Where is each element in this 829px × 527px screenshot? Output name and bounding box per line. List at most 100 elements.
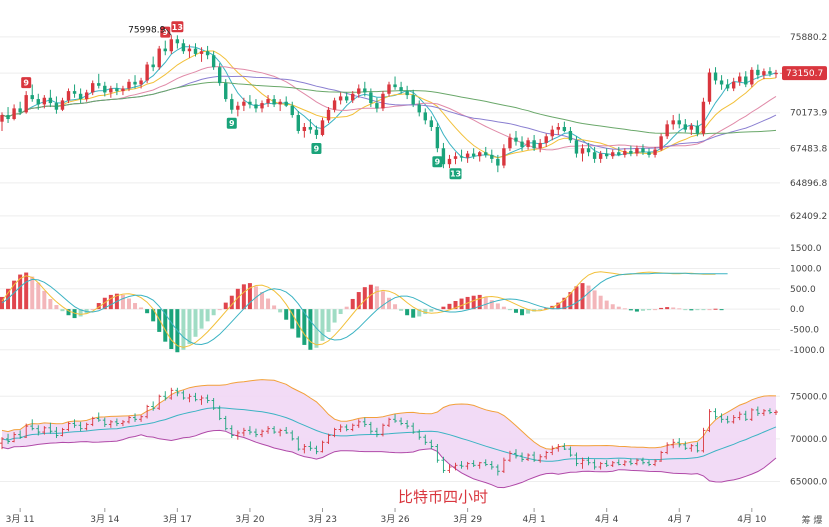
candle-body (326, 109, 331, 121)
candle-body (344, 96, 349, 101)
candle-body (514, 137, 518, 142)
candle-body (211, 55, 216, 68)
macd-bar (411, 309, 416, 318)
candle-body (544, 136, 548, 143)
current-price-tag: 73150.7 (782, 66, 827, 81)
macd-bar (374, 286, 379, 310)
candle-body (550, 129, 554, 137)
candle-body (707, 72, 712, 102)
macd-bar (266, 298, 271, 310)
macd-bar (90, 309, 95, 311)
y-tick-label: 75880.2 (790, 33, 827, 43)
signal-marker-bg (432, 156, 443, 168)
macd-histogram (0, 272, 724, 353)
candle-body (97, 83, 101, 86)
y-tick-label: 500.0 (790, 285, 816, 295)
macd-bar (42, 290, 47, 310)
macd-bar (586, 285, 591, 310)
macd-bar (169, 309, 174, 349)
macd-bar (423, 309, 428, 315)
macd-bar (302, 309, 307, 345)
macd-bar (108, 294, 113, 310)
x-tick-label: 4月 1 (522, 514, 545, 525)
candle-body (0, 115, 4, 122)
chart-caption: 比特币四小时 (398, 488, 488, 506)
y-tick-label: 75000.0 (790, 392, 827, 402)
macd-bar (387, 297, 391, 310)
candle-body (133, 81, 137, 85)
macd-bar (211, 309, 216, 316)
y-tick-label: 65000.0 (790, 477, 827, 487)
candle-body (435, 126, 440, 149)
candle-body (478, 152, 482, 157)
macd-bar (235, 288, 240, 310)
candle-body (193, 48, 198, 54)
candle-body (12, 108, 16, 120)
macd-bar (157, 309, 162, 332)
candle-body (66, 91, 71, 101)
candle-body (738, 76, 742, 82)
candle-body (453, 156, 458, 159)
macd-bar (133, 303, 138, 310)
candle-body (490, 154, 494, 159)
price-y-axis: 75880.273150.770173.967483.864896.862409… (790, 33, 827, 222)
candle-body (139, 80, 143, 85)
macd-bar (701, 309, 706, 311)
x-tick-label: 3月 23 (308, 514, 337, 525)
candle-body (199, 51, 204, 54)
x-tick-label: 4月 7 (668, 514, 691, 525)
candle-body (471, 153, 476, 157)
x-tick-label: 3月 20 (235, 514, 264, 525)
macd-bar (120, 294, 125, 310)
signal-marker-label: 9 (23, 79, 29, 88)
macd-bar (592, 290, 597, 310)
macd-bar (145, 309, 150, 314)
candle-body (744, 76, 748, 85)
candle-body (254, 104, 258, 109)
macd-bar (380, 291, 385, 310)
signal-marker-bg (171, 21, 184, 33)
candle-body (78, 93, 83, 100)
macd-lines (1, 271, 728, 348)
candle-body (357, 88, 361, 94)
candle-body (284, 101, 288, 106)
x-tick-label: 3月 14 (90, 514, 119, 525)
candle-body (381, 93, 385, 109)
peak-price-label: 75998.9 (128, 25, 165, 35)
macd-panel: 1500.0 1000.0 500.0 0.0 -500.0 -1000.0 (0, 244, 825, 356)
candle-body (278, 101, 282, 105)
macd-bar (707, 309, 712, 311)
candle-body (290, 105, 294, 116)
macd-bar (495, 303, 500, 310)
macd-bar (399, 309, 404, 311)
candle-body (248, 101, 252, 105)
candle-body (447, 158, 452, 165)
macd-bar (556, 302, 561, 310)
y-tick-label: 1000.0 (790, 264, 822, 274)
macd-bar (290, 309, 295, 329)
candle-body (411, 95, 415, 105)
macd-bar (695, 309, 700, 311)
signal-marker-label: 9 (314, 144, 320, 153)
y-tick-label: -500.0 (790, 325, 819, 335)
macd-bar (501, 306, 506, 310)
macd-bar (48, 298, 53, 310)
signal-markers: 9 9 13 9 9 9 13 (21, 21, 462, 180)
candle-body (719, 80, 724, 85)
y-tick-label: 0.0 (790, 305, 805, 315)
x-tick-label: 4月 10 (737, 514, 766, 525)
candle-body (242, 101, 246, 106)
candle-body (84, 92, 89, 100)
candle-body (598, 153, 603, 159)
candle-body (417, 104, 421, 113)
candle-body (496, 158, 500, 166)
macd-bar (393, 304, 398, 310)
candle-body (121, 88, 125, 92)
macd-bar (429, 309, 434, 312)
y-tick-label: 70173.9 (790, 109, 827, 119)
y-tick-label: 64896.8 (790, 179, 827, 189)
candle-body (151, 64, 155, 68)
candle-body (623, 150, 627, 155)
macd-bar (229, 295, 234, 310)
signal-marker-label: 9 (435, 158, 441, 167)
